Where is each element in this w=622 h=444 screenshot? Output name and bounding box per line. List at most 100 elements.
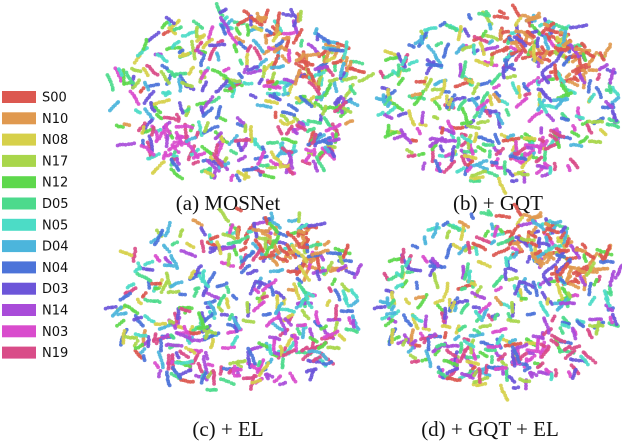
- embedding-point: [344, 40, 349, 45]
- embedding-point: [446, 119, 450, 124]
- embedding-point: [608, 90, 613, 95]
- embedding-point: [507, 36, 512, 40]
- embedding-point: [568, 39, 573, 44]
- embedding-point: [400, 107, 405, 112]
- embedding-point: [423, 123, 428, 128]
- embedding-point: [140, 131, 145, 135]
- embedding-point: [200, 26, 205, 30]
- legend-label: N19: [42, 346, 68, 361]
- embedding-point: [295, 108, 299, 113]
- embedding-point: [476, 121, 480, 126]
- embedding-point: [275, 23, 279, 28]
- embedding-point: [357, 60, 362, 65]
- embedding-point: [508, 154, 513, 159]
- embedding-point: [514, 58, 518, 62]
- embedding-point: [306, 142, 311, 147]
- embedding-point: [580, 41, 584, 46]
- embedding-point: [180, 176, 185, 181]
- embedding-point: [237, 178, 242, 183]
- embedding-point: [286, 35, 291, 40]
- embedding-point: [388, 101, 392, 105]
- embedding-point: [553, 45, 558, 50]
- embedding-point: [253, 157, 258, 161]
- embedding-point: [503, 58, 508, 63]
- embedding-point: [194, 373, 198, 378]
- embedding-point: [145, 140, 150, 145]
- embedding-point: [249, 81, 254, 86]
- embedding-point: [235, 138, 240, 143]
- embedding-point: [441, 55, 446, 59]
- embedding-point: [272, 49, 277, 54]
- embedding-point: [413, 41, 418, 46]
- embedding-point: [476, 145, 481, 149]
- embedding-point: [230, 173, 235, 178]
- embedding-point: [226, 241, 231, 246]
- embedding-point: [202, 269, 207, 273]
- embedding-point: [524, 96, 529, 101]
- embedding-point: [455, 145, 460, 149]
- embedding-point: [232, 20, 237, 24]
- embedding-point: [583, 70, 588, 75]
- embedding-point: [341, 56, 346, 60]
- embedding-point: [431, 50, 436, 54]
- embedding-point: [123, 311, 128, 316]
- embedding-point: [523, 93, 528, 97]
- embedding-point: [583, 62, 588, 67]
- embedding-point: [212, 43, 216, 48]
- embedding-point: [477, 11, 481, 16]
- embedding-point: [332, 81, 337, 86]
- embedding-point: [268, 335, 272, 339]
- embedding-point: [321, 45, 326, 50]
- embedding-point: [138, 110, 142, 115]
- embedding-point: [187, 71, 192, 76]
- embedding-point: [113, 66, 118, 71]
- embedding-point: [334, 86, 338, 91]
- embedding-point: [272, 100, 277, 105]
- embedding-point: [270, 165, 275, 170]
- embedding-point: [338, 73, 343, 78]
- embedding-point: [195, 155, 200, 160]
- embedding-point: [340, 67, 344, 71]
- embedding-point: [301, 60, 306, 64]
- embedding-point: [611, 67, 616, 72]
- embedding-point: [293, 149, 298, 154]
- embedding-point: [281, 12, 286, 16]
- embedding-point: [456, 37, 461, 42]
- embedding-point: [157, 163, 162, 168]
- embedding-point: [451, 131, 456, 136]
- embedding-point: [312, 152, 317, 157]
- embedding-point: [468, 178, 473, 183]
- embedding-point: [334, 134, 338, 139]
- embedding-point: [245, 309, 250, 314]
- embedding-point: [192, 54, 197, 59]
- embedding-point: [536, 87, 541, 92]
- embedding-point: [145, 63, 150, 68]
- embedding-point: [513, 74, 517, 78]
- embedding-point: [374, 96, 379, 101]
- embedding-point: [214, 2, 219, 6]
- embedding-point: [207, 57, 212, 62]
- embedding-point: [239, 255, 243, 260]
- embedding-point: [253, 279, 258, 284]
- embedding-point: [278, 160, 283, 165]
- embedding-point: [333, 101, 337, 106]
- embedding-point: [481, 34, 485, 38]
- embedding-point: [245, 60, 249, 65]
- embedding-point: [136, 261, 141, 266]
- embedding-point: [330, 122, 335, 127]
- embedding-point: [292, 113, 297, 117]
- embedding-point: [490, 60, 494, 65]
- embedding-point: [238, 58, 243, 63]
- embedding-point: [226, 331, 231, 335]
- embedding-point: [407, 94, 412, 99]
- embedding-point: [480, 175, 485, 179]
- embedding-point: [245, 64, 249, 69]
- embedding-point: [121, 341, 126, 345]
- embedding-point: [481, 142, 486, 147]
- embedding-point: [535, 44, 540, 49]
- embedding-point: [261, 150, 266, 155]
- embedding-point: [255, 103, 260, 107]
- embedding-point: [167, 98, 171, 102]
- embedding-point: [316, 51, 321, 56]
- embedding-point: [246, 71, 250, 75]
